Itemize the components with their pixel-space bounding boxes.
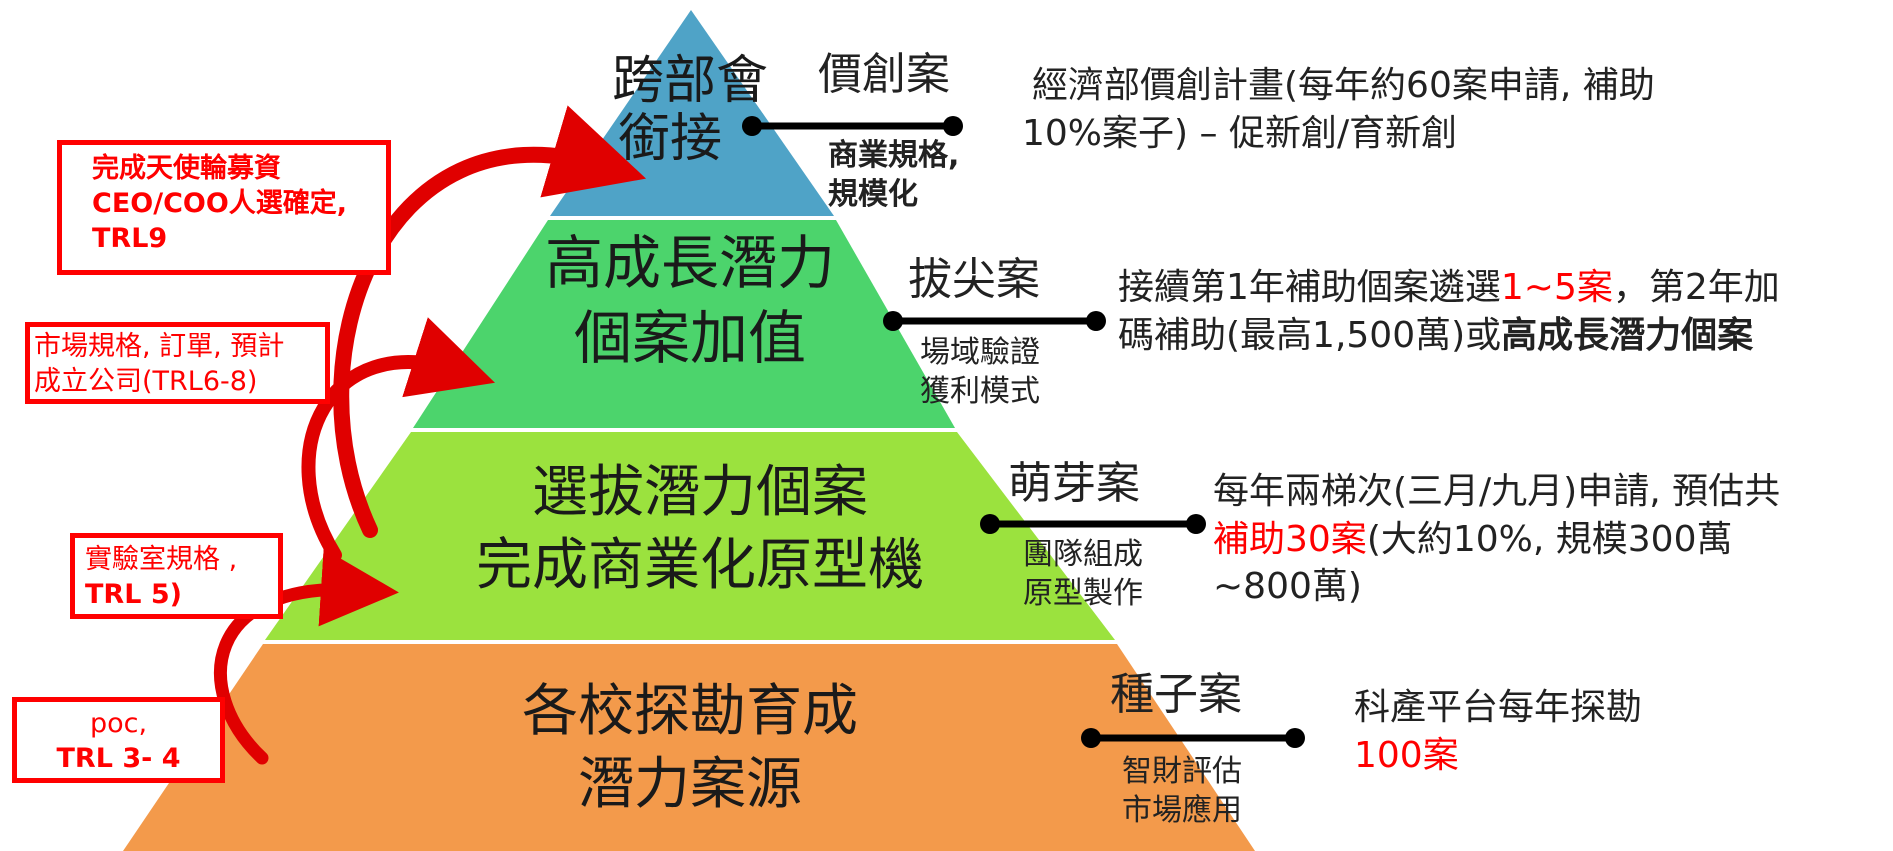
program-top-sub1: 場域驗證 <box>920 335 1040 370</box>
tier-second-label: 高成長潛力 個案加值 <box>520 226 860 377</box>
program-sprout-tag: 萌芽案 <box>1008 458 1140 509</box>
program-price-sub2: 規模化 <box>828 177 918 212</box>
connector-seed <box>1081 728 1305 748</box>
program-seed-tag: 種子案 <box>1110 669 1242 720</box>
trl-lab-line1: 實驗室規格 , <box>85 544 238 575</box>
program-sprout-desc2-red: 補助30案 <box>1213 518 1367 560</box>
program-top-desc1: 接續第1年補助個案遴選1~5案，第2年加 <box>1118 264 1780 312</box>
tier-third-label: 選拔潛力個案 完成商業化原型機 <box>430 457 970 603</box>
connector-price <box>742 116 963 136</box>
tier-second-shape <box>413 220 955 428</box>
tier-bottom-line2: 潛力案源 <box>578 751 802 817</box>
tier-third-line1: 選拔潛力個案 <box>532 460 868 525</box>
arrow-tier3-to-tier2 <box>301 317 496 562</box>
trl-box-poc: poc, TRL 3- 4 <box>12 697 225 783</box>
program-seed-desc: 科產平台每年探勘 100案 <box>1354 684 1642 779</box>
program-top-desc2: 碼補助(最高1,500萬)或高成長潛力個案 <box>1118 312 1780 360</box>
program-top-desc: 接續第1年補助個案遴選1~5案，第2年加 碼補助(最高1,500萬)或高成長潛力… <box>1118 264 1780 359</box>
tier-top-line2: 銜接 <box>617 109 722 170</box>
connector-sprout <box>980 514 1206 534</box>
tier-third-line2: 完成商業化原型機 <box>476 532 924 598</box>
program-sprout-desc1: 每年兩梯次(三月/九月)申請, 預估共 <box>1213 471 1781 512</box>
program-seed-sub2: 市場應用 <box>1122 793 1242 828</box>
program-price-tag: 價創案 <box>818 49 950 100</box>
program-price-sub: 商業規格, 規模化 <box>828 136 959 214</box>
program-top-tag: 拔尖案 <box>908 254 1040 305</box>
trl-market-line1: 市場規格, 訂單, 預計 <box>34 331 285 362</box>
program-seed-sub: 智財評估 市場應用 <box>1122 752 1242 830</box>
program-sprout-sub1: 團隊組成 <box>1023 537 1143 572</box>
program-top-sub2: 獲利模式 <box>920 374 1040 409</box>
program-top-desc2-bold: 高成長潛力個案 <box>1501 314 1754 356</box>
program-price-desc2: 10%案子) – 促新創/育新創 <box>1022 112 1458 154</box>
tier-second-line2: 個案加值 <box>573 304 806 373</box>
tier-bottom-label: 各校探勘育成 潛力案源 <box>450 676 930 822</box>
tier-top-line1: 跨部會 <box>611 51 768 111</box>
trl-poc-line2: TRL 3- 4 <box>56 743 181 775</box>
program-sprout-desc2: 補助30案(大約10%, 規模300萬 <box>1213 516 1780 564</box>
program-price-desc: 經濟部價創計畫(每年約60案申請, 補助 10%案子) – 促新創/育新創 <box>1022 62 1655 157</box>
connector-top <box>883 311 1106 331</box>
trl-angel-line1: 完成天使輪募資 <box>92 153 281 184</box>
program-seed-desc2: 100案 <box>1354 734 1459 776</box>
trl-box-market: 市場規格, 訂單, 預計 成立公司(TRL6-8) <box>25 322 330 404</box>
program-top-sub: 場域驗證 獲利模式 <box>920 333 1040 411</box>
program-sprout-desc3: ~800萬) <box>1213 566 1362 608</box>
program-top-desc2-a: 碼補助(最高1,500萬)或 <box>1118 314 1502 356</box>
trl-poc-line1: poc, <box>89 708 148 739</box>
program-sprout-desc2-b: (大約10%, 規模300萬 <box>1366 518 1733 560</box>
trl-angel-line3: TRL9 <box>92 223 168 255</box>
tier-top-label: 跨部會 銜接 <box>585 51 795 169</box>
program-seed-desc1: 科產平台每年探勘 <box>1354 687 1643 728</box>
trl-market-line2: 成立公司(TRL6-8) <box>34 366 258 398</box>
program-price-desc1: 經濟部價創計畫(每年約60案申請, 補助 <box>1032 65 1655 106</box>
tier-third-shape <box>265 432 1115 640</box>
trl-box-lab: 實驗室規格 , TRL 5) <box>70 533 283 619</box>
trl-angel-line2: CEO/COO人選確定, <box>92 188 348 220</box>
program-top-desc1-red: 1~5案 <box>1500 267 1613 308</box>
program-top-desc1-b: ，第2年加 <box>1612 267 1780 308</box>
program-price-sub1: 商業規格, <box>828 138 960 173</box>
program-sprout-sub: 團隊組成 原型製作 <box>1023 535 1143 613</box>
tier-bottom-shape <box>123 644 1255 851</box>
program-sprout-sub2: 原型製作 <box>1023 576 1143 611</box>
program-seed-sub1: 智財評估 <box>1122 754 1242 789</box>
program-top-desc1-a: 接續第1年補助個案遴選 <box>1118 267 1501 308</box>
arrow-poc-to-tier3 <box>214 548 399 765</box>
trl-lab-line2: TRL 5) <box>85 579 182 611</box>
program-sprout-desc: 每年兩梯次(三月/九月)申請, 預估共 補助30案(大約10%, 規模300萬 … <box>1213 468 1780 611</box>
trl-box-angel: 完成天使輪募資 CEO/COO人選確定, TRL9 <box>57 140 391 275</box>
tier-second-line1: 高成長潛力 <box>544 229 835 297</box>
tier-bottom-line1: 各校探勘育成 <box>522 679 858 744</box>
